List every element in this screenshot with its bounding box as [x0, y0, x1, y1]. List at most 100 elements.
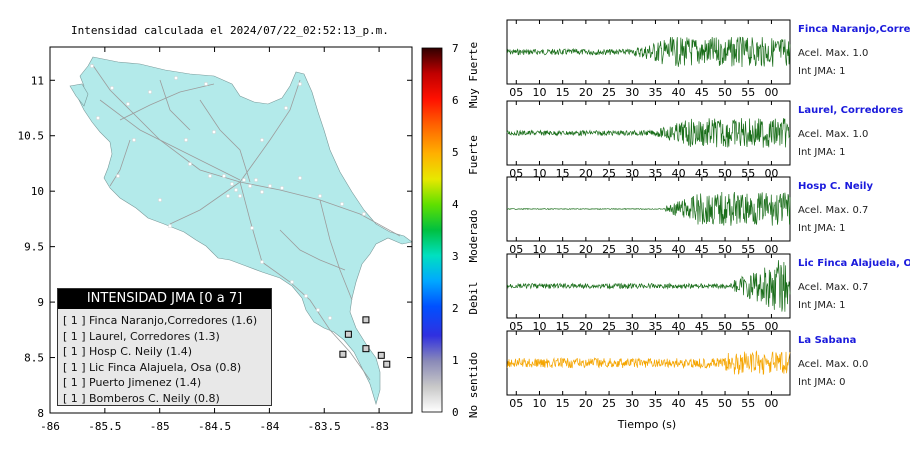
city-dot	[238, 194, 242, 198]
station-name: Hosp C. Neily	[798, 181, 873, 192]
legend-row-level: [ 1 ]	[63, 345, 86, 358]
city-dot	[174, 76, 178, 80]
city-dot	[328, 316, 332, 320]
colorbar-tick-label: 5	[452, 146, 459, 159]
time-tick-label: 30	[625, 86, 639, 99]
legend-row: [ 1 ] Hosp C. Neily (1.4)	[63, 344, 271, 360]
y-tick-label: 10	[31, 185, 44, 198]
x-tick-label: -83.5	[308, 420, 341, 433]
map-title: Intensidad calculada el 2024/07/22_02:52…	[71, 24, 389, 37]
station-int-jma: Int JMA: 1	[798, 223, 846, 234]
station-marker	[383, 360, 391, 368]
waveform-trace	[506, 36, 791, 68]
y-tick-label: 9.5	[24, 241, 44, 254]
city-dot	[204, 82, 208, 86]
city-dot	[90, 64, 94, 68]
legend-row: [ 1 ] Laurel, Corredores (1.3)	[63, 329, 271, 345]
time-tick-label: 15	[556, 86, 570, 99]
city-dot	[226, 194, 230, 198]
time-tick-label: 20	[579, 86, 593, 99]
waveform-trace	[506, 191, 791, 226]
city-dot	[318, 194, 322, 198]
city-dot	[260, 138, 264, 142]
station-name: Laurel, Corredores	[798, 105, 904, 116]
city-dot	[284, 106, 288, 110]
city-dot	[268, 184, 272, 188]
x-tick-label: -84	[259, 420, 279, 433]
time-tick-label: 20	[579, 320, 593, 333]
time-tick-label: 30	[625, 243, 639, 256]
station-name: La Sabana	[798, 335, 857, 346]
city-dot	[222, 174, 226, 178]
colorbar-labels: No sentido Debil Moderado Fuerte Muy Fuerte	[467, 42, 480, 418]
station-marker	[344, 330, 352, 338]
time-tick-label: 05	[509, 86, 523, 99]
legend-row-label: Laurel, Corredores (1.3)	[89, 329, 220, 343]
station-marker	[339, 350, 347, 358]
colorbar-tick-label: 1	[452, 354, 459, 367]
x-tick-label: -85	[150, 420, 170, 433]
colorbar-tick-label: 3	[452, 250, 459, 263]
time-tick-label: 50	[718, 397, 732, 410]
city-dot	[290, 280, 294, 284]
time-tick-label: 15	[556, 397, 570, 410]
legend-row: [ 1 ] Bomberos C. Neily (0.8)	[63, 391, 271, 407]
station-acel-max: Acel. Max. 0.7	[798, 282, 869, 293]
y-tick-label: 10.5	[18, 130, 45, 143]
colorbar-label: Muy Fuerte	[467, 42, 480, 108]
legend-row-level: [ 1 ]	[63, 360, 86, 374]
time-tick-label: 05	[509, 243, 523, 256]
city-dot	[116, 174, 120, 178]
city-dot	[260, 190, 264, 194]
time-tick-label: 15	[556, 243, 570, 256]
colorbar	[421, 47, 443, 413]
time-tick-label: 25	[602, 86, 616, 99]
legend-row-level: [ 1 ]	[63, 376, 86, 389]
city-dot	[362, 212, 366, 216]
time-tick-label: 20	[579, 243, 593, 256]
time-tick-label: 00	[764, 243, 778, 256]
time-tick-label: 30	[625, 397, 639, 410]
time-tick-label: 35	[648, 243, 662, 256]
y-tick-label: 11	[31, 74, 44, 87]
city-dot	[234, 188, 238, 192]
time-tick-label: 10	[532, 320, 546, 333]
city-dot	[168, 224, 172, 228]
colorbar-tick-label: 0	[452, 406, 459, 419]
colorbar-label: No sentido	[467, 352, 480, 418]
city-dot	[280, 186, 284, 190]
station-int-jma: Int JMA: 1	[798, 300, 846, 311]
y-tick-label: 8.5	[24, 352, 44, 365]
city-dot	[248, 184, 252, 188]
time-tick-label: 25	[602, 320, 616, 333]
map-frame	[49, 46, 413, 414]
intensity-legend: INTENSIDAD JMA [0 a 7] [ 1 ] Finca Naranj…	[57, 288, 272, 406]
city-dot	[148, 90, 152, 94]
station-int-jma: Int JMA: 1	[798, 147, 846, 158]
time-tick-label: 55	[741, 86, 755, 99]
time-tick-label: 35	[648, 86, 662, 99]
time-tick-label: 45	[695, 320, 709, 333]
time-tick-label: 35	[648, 397, 662, 410]
legend-row-level: [ 1 ]	[63, 329, 86, 343]
city-dot	[126, 102, 130, 106]
city-dot	[132, 138, 136, 142]
time-tick-label: 55	[741, 320, 755, 333]
legend-row-level: [ 1 ]	[63, 314, 86, 327]
city-dot	[96, 116, 100, 120]
colorbar-label: Fuerte	[467, 135, 480, 175]
time-tick-label: 50	[718, 243, 732, 256]
station-int-jma: Int JMA: 0	[798, 377, 846, 388]
city-dot	[230, 182, 234, 186]
time-tick-label: 55	[741, 397, 755, 410]
legend-title: INTENSIDAD JMA [0 a 7]	[58, 289, 271, 309]
time-tick-label: 45	[695, 397, 709, 410]
x-tick-label: -85.5	[88, 420, 121, 433]
city-dot	[208, 174, 212, 178]
road-network	[91, 63, 401, 381]
legend-row: [ 1 ] Finca Naranjo,Corredores (1.6)	[63, 313, 271, 329]
colorbar-ticks: 0 1 2 3 4 5 6 7	[452, 42, 459, 419]
station-marker	[362, 316, 370, 324]
city-markers	[90, 64, 366, 320]
city-dot	[316, 308, 320, 312]
